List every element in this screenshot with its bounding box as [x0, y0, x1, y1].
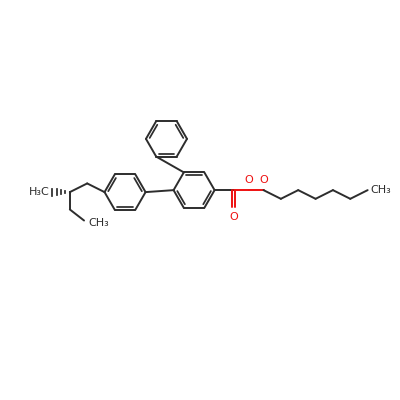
Text: CH₃: CH₃	[371, 185, 392, 195]
Text: H₃C: H₃C	[28, 187, 49, 197]
Text: O: O	[259, 175, 268, 185]
Text: CH₃: CH₃	[88, 218, 109, 228]
Text: O: O	[229, 212, 238, 222]
Text: O: O	[244, 175, 253, 185]
